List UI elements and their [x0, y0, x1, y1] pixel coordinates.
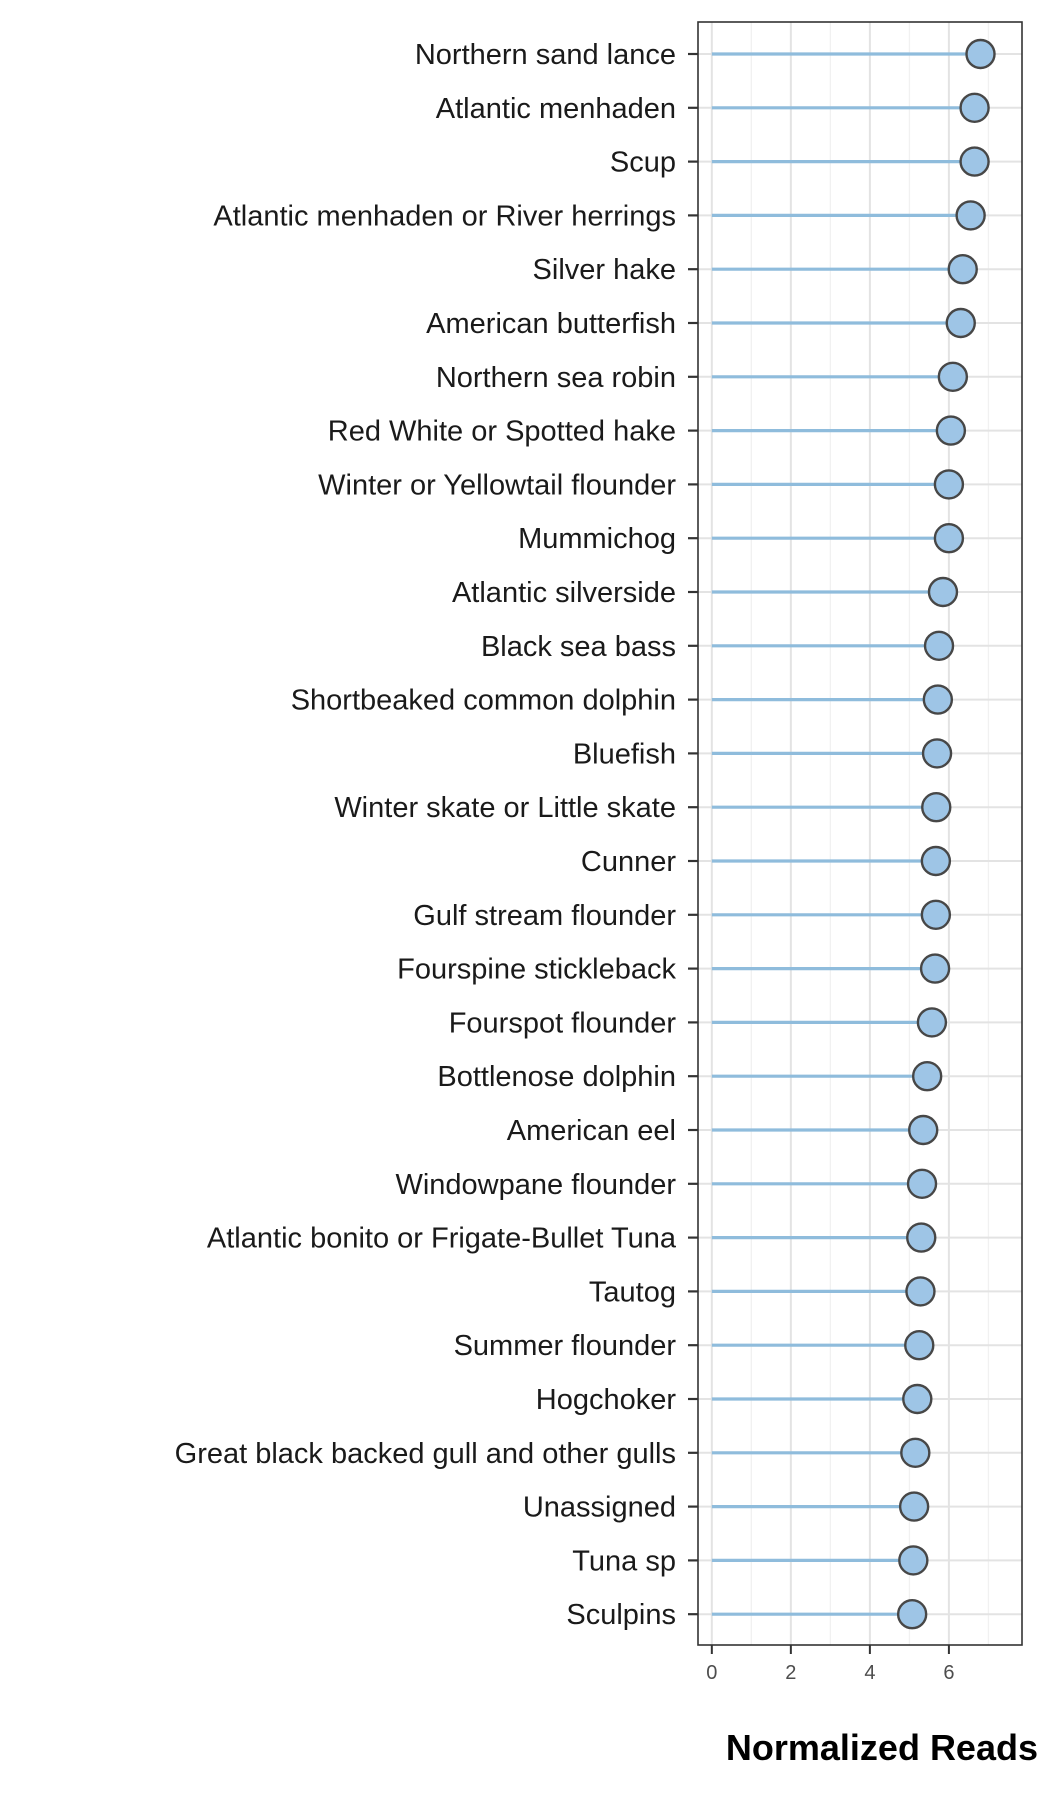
- y-axis-labels: Northern sand lance Atlantic menhaden Scup…: [175, 39, 677, 1631]
- lollipop-point: [919, 953, 951, 984]
- category-label: Northern sea robin: [436, 362, 676, 394]
- lollipop-point: [933, 523, 965, 554]
- lollipop-point: [920, 845, 952, 877]
- category-label: Scup: [610, 147, 676, 179]
- category-label: Black sea bass: [481, 631, 676, 663]
- lollipop-point: [922, 684, 954, 715]
- x-axis-labels: 0 2 4 6: [706, 1662, 954, 1684]
- category-label: Gulf stream flounder: [413, 900, 676, 932]
- lollipop-point: [945, 307, 976, 339]
- category-label: Winter or Yellowtail flounder: [318, 469, 676, 501]
- lollipop-point: [905, 1276, 936, 1307]
- lollipop-point: [965, 38, 996, 70]
- category-label: Mummichog: [518, 523, 676, 555]
- category-label: Summer flounder: [454, 1330, 677, 1362]
- lollipop-point: [898, 1545, 929, 1576]
- lollipop-point: [947, 254, 978, 285]
- category-label: Red White or Spotted hake: [328, 416, 676, 448]
- lollipop-point: [900, 1437, 931, 1469]
- lollipop-point: [908, 1114, 939, 1146]
- lollipop-point: [923, 630, 955, 661]
- lollipop-point: [906, 1222, 937, 1253]
- lollipop-point: [955, 200, 986, 231]
- lollipop-point: [933, 469, 965, 500]
- lollipop-point: [935, 415, 967, 446]
- x-tick-label: 0: [706, 1662, 717, 1684]
- category-label: Tautog: [589, 1276, 676, 1308]
- x-axis-title: Normalized Reads: [726, 1727, 1038, 1768]
- category-label: Fourspot flounder: [449, 1007, 677, 1039]
- category-label: Northern sand lance: [415, 39, 676, 71]
- lollipop-point: [921, 792, 952, 823]
- lollipop-point: [911, 1060, 943, 1092]
- lollipop-points: [896, 38, 996, 1630]
- category-label: Shortbeaked common dolphin: [291, 685, 676, 717]
- lollipop-point: [937, 361, 969, 392]
- category-label: Cunner: [581, 846, 676, 878]
- x-axis-ticks: [710, 1645, 950, 1654]
- lollipop-point: [902, 1383, 933, 1415]
- category-label: Atlantic bonito or Frigate-Bullet Tuna: [207, 1223, 677, 1255]
- category-label: Great black backed gull and other gulls: [175, 1438, 676, 1470]
- category-label: American eel: [507, 1115, 676, 1147]
- category-label: Unassigned: [523, 1492, 676, 1524]
- lollipop-stems: [711, 52, 981, 1616]
- category-label: Atlantic silverside: [452, 577, 676, 609]
- lollipop-point: [904, 1329, 935, 1361]
- x-tick-label: 2: [785, 1662, 796, 1684]
- y-axis-ticks: [688, 52, 698, 1616]
- lollipop-point: [927, 576, 959, 608]
- lollipop-point: [959, 146, 990, 177]
- category-label: Sculpins: [566, 1599, 676, 1631]
- lollipop-point: [906, 1168, 938, 1200]
- panel-border: [697, 21, 1023, 1646]
- lollipop-point: [920, 899, 952, 930]
- lollipop-point: [898, 1491, 930, 1522]
- category-label: Windowpane flounder: [395, 1169, 676, 1201]
- category-label: Hogchoker: [536, 1384, 677, 1416]
- x-tick-label: 6: [943, 1662, 954, 1684]
- category-label: Bluefish: [573, 738, 676, 770]
- x-tick-label: 4: [864, 1662, 875, 1684]
- category-label: Silver hake: [533, 254, 676, 286]
- category-label: Winter skate or Little skate: [334, 792, 676, 824]
- category-label: Fourspine stickleback: [397, 954, 676, 986]
- category-label: Atlantic menhaden or River herrings: [213, 200, 676, 232]
- lollipop-point: [921, 738, 953, 769]
- category-label: Tuna sp: [572, 1545, 676, 1577]
- lollipop-point: [916, 1007, 948, 1038]
- category-label: American butterfish: [426, 308, 676, 340]
- lollipop-point: [959, 92, 990, 124]
- lollipop-point: [896, 1598, 928, 1630]
- category-label: Bottlenose dolphin: [437, 1061, 676, 1093]
- category-label: Atlantic menhaden: [436, 93, 676, 125]
